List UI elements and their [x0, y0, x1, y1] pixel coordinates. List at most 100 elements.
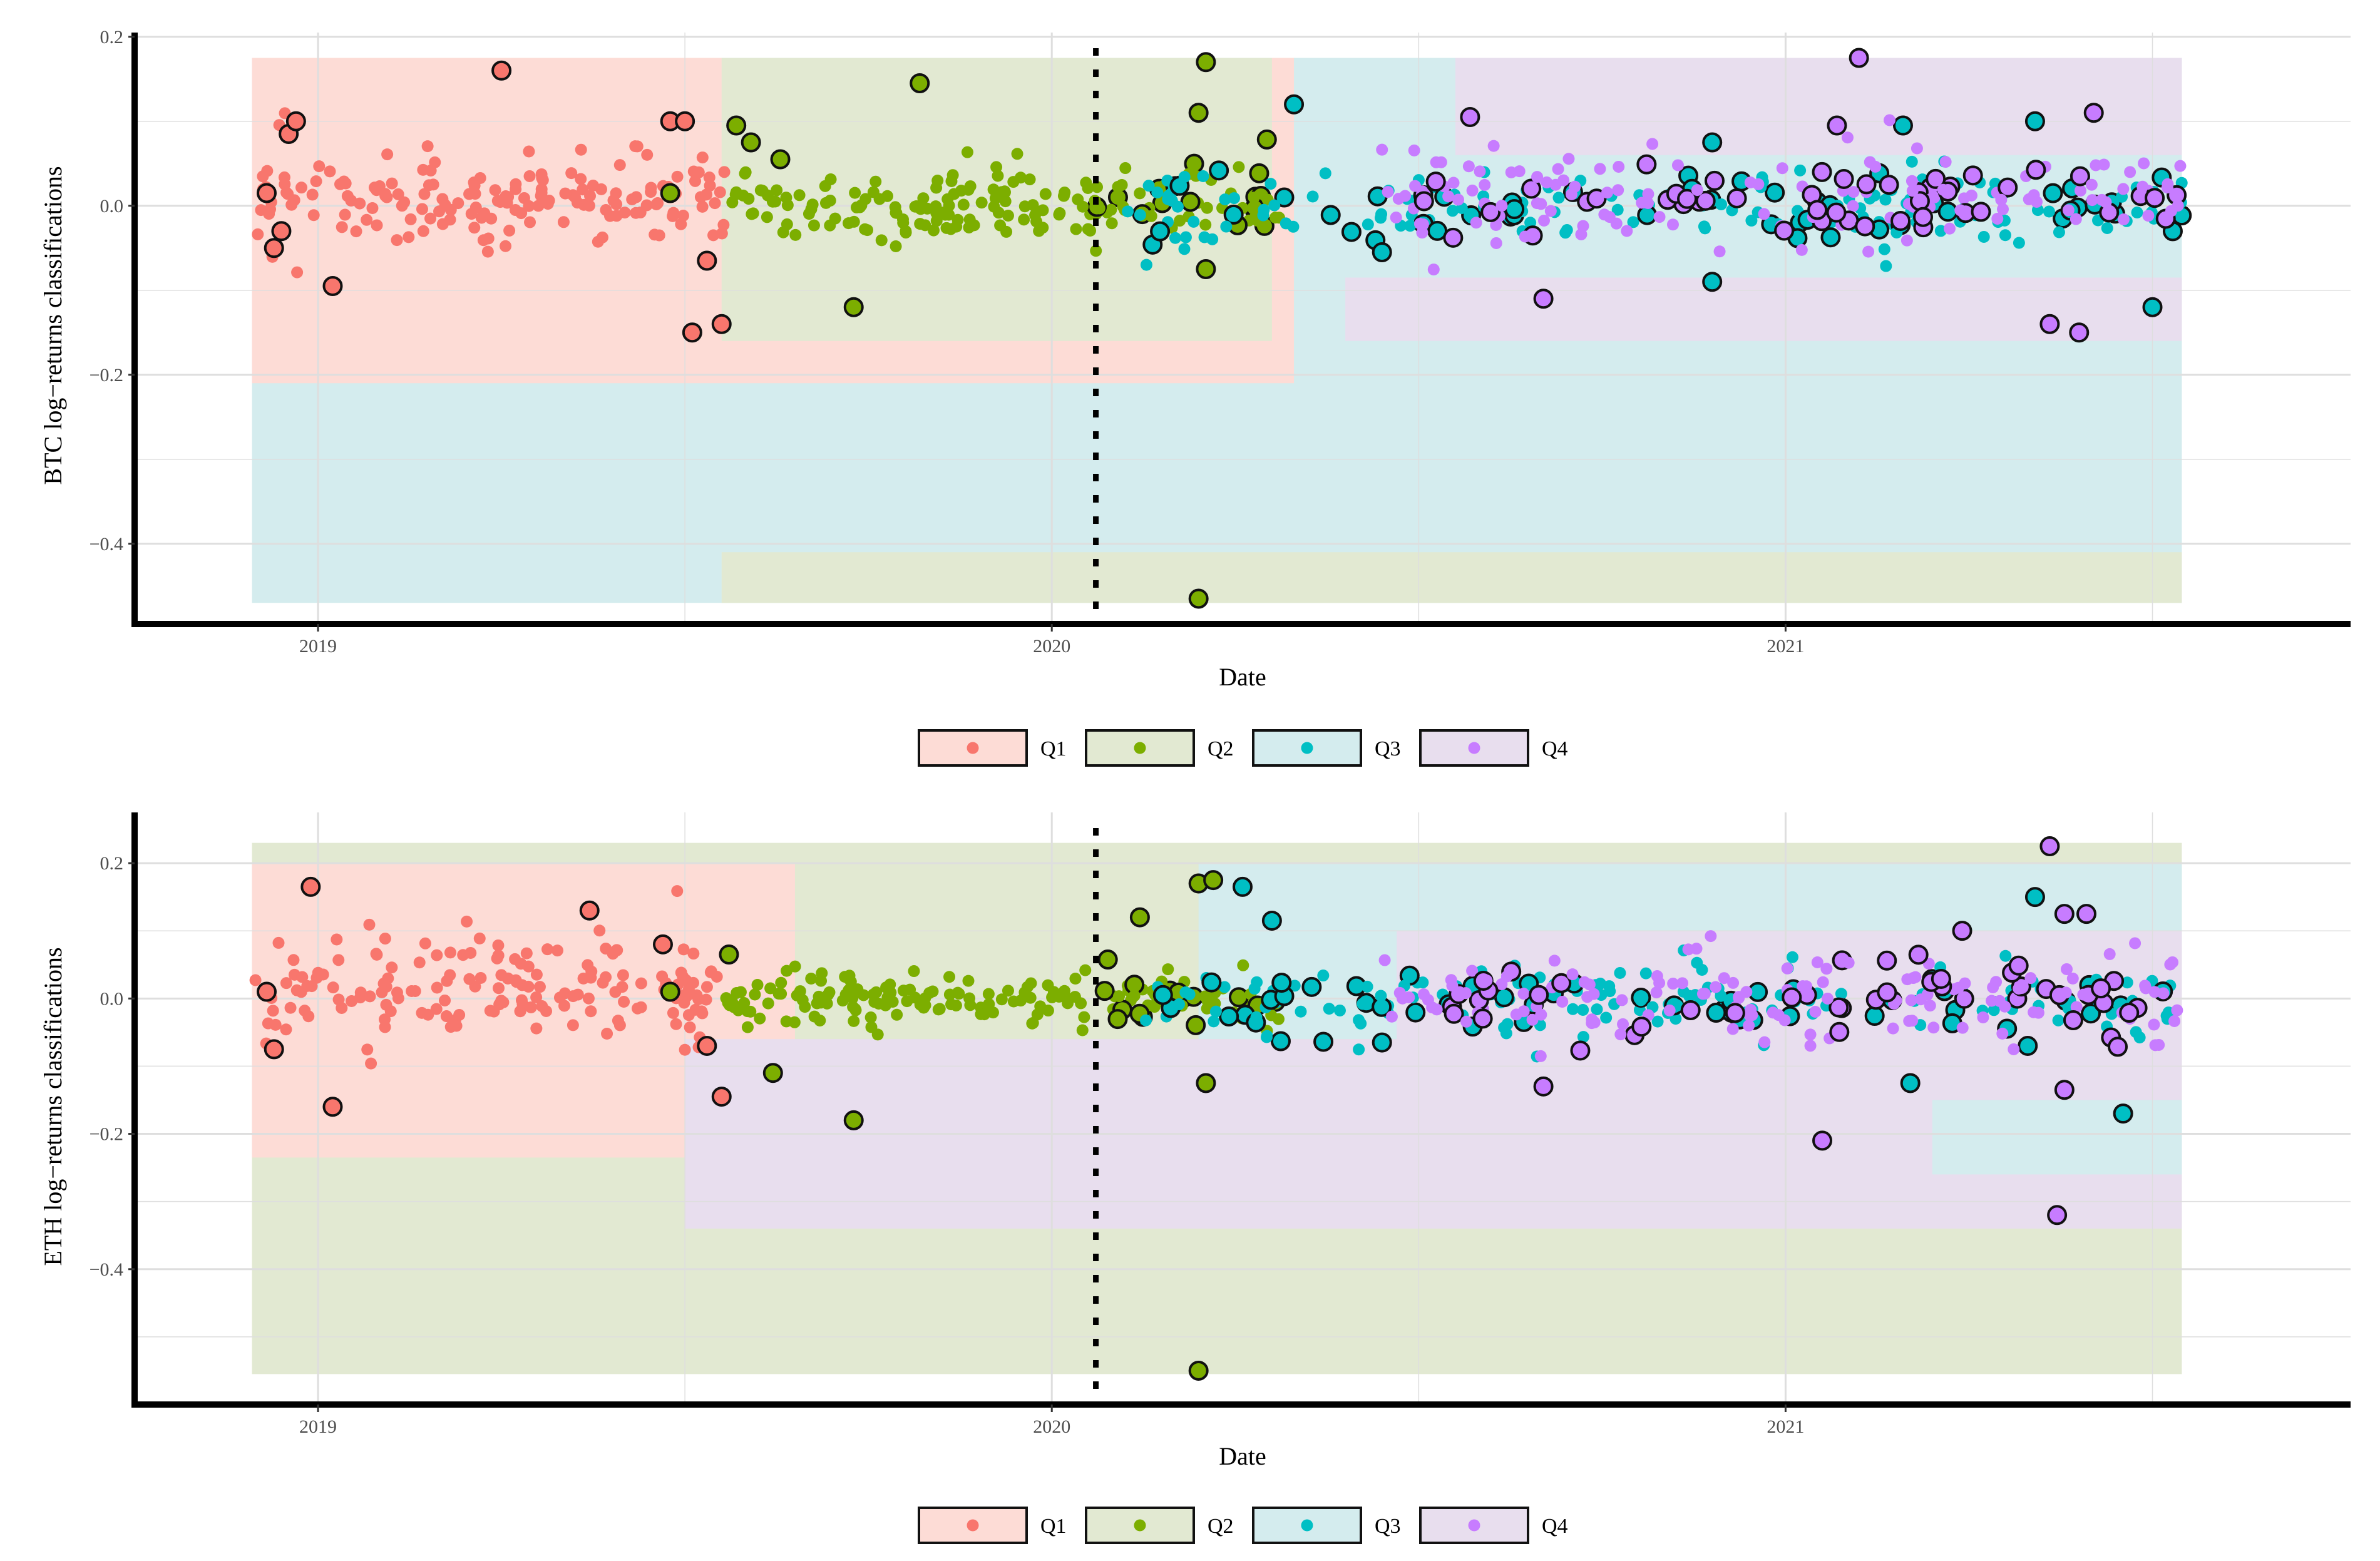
- btc-outlier-point-q4: [1849, 48, 1869, 68]
- eth-point-q2: [871, 1028, 884, 1041]
- btc-point-q2: [726, 196, 739, 208]
- eth-point-q4: [2061, 963, 2073, 975]
- btc-point-q4: [1376, 143, 1388, 156]
- eth-point-q3: [1301, 976, 1322, 997]
- btc-point-q4: [2161, 182, 2173, 194]
- btc-point-q4: [1480, 202, 1501, 222]
- eth-point-q1: [419, 937, 431, 949]
- btc-point-q3: [1150, 221, 1171, 242]
- eth-point-q3: [1577, 1031, 1589, 1043]
- eth-point-q3: [1375, 990, 1387, 1002]
- eth-point-q1: [332, 954, 345, 966]
- eth-point-q1: [450, 1020, 463, 1032]
- btc-point-q2: [881, 190, 894, 202]
- eth-y-tick-label: −0.2: [90, 1124, 123, 1145]
- eth-outlier-point-q2: [1129, 907, 1150, 928]
- eth-point-q4: [2008, 955, 2029, 976]
- btc-point-q2: [869, 175, 882, 188]
- btc-point-q3: [1627, 216, 1639, 228]
- eth-outlier-point-q2: [1188, 1360, 1209, 1381]
- eth-point-q3: [1594, 978, 1606, 990]
- eth-point-q4: [1733, 991, 1745, 1004]
- btc-point-q1: [704, 180, 716, 192]
- eth-point-q2: [1113, 990, 1126, 1003]
- eth-point-q2: [1042, 1005, 1054, 1017]
- eth-point-q1: [302, 1010, 315, 1023]
- eth-grid: [135, 812, 2351, 1405]
- btc-point-q4: [2165, 205, 2177, 217]
- eth-point-q1: [431, 981, 443, 994]
- btc-point-q1: [477, 234, 490, 247]
- btc-point-q3: [2013, 237, 2025, 249]
- btc-point-q4: [1470, 217, 1482, 229]
- btc-point-q2: [1033, 225, 1045, 237]
- btc-point-q2: [756, 185, 769, 197]
- eth-point-q4: [2024, 972, 2037, 985]
- btc-point-q3: [1169, 232, 1182, 244]
- eth-point-q2: [1097, 949, 1118, 970]
- btc-point-q2: [780, 192, 792, 204]
- eth-x-tick-label: 2019: [299, 1416, 337, 1437]
- btc-point-q3: [1197, 170, 1209, 182]
- btc-region-q2-2: [721, 552, 2182, 603]
- eth-point-q3: [1323, 1003, 1335, 1015]
- btc-point-q1: [345, 195, 357, 207]
- btc-point-q4: [1642, 188, 1654, 200]
- eth-point-q1: [617, 969, 629, 981]
- eth-point-q2: [1237, 959, 1249, 971]
- btc-point-q3: [1715, 198, 1728, 211]
- btc-point-q2: [964, 180, 977, 193]
- btc-point-q1: [584, 190, 597, 202]
- btc-point-q1: [716, 227, 728, 240]
- eth-point-q4: [1705, 930, 1717, 943]
- eth-point-q1: [515, 994, 528, 1006]
- eth-point-q1: [687, 948, 700, 960]
- btc-point-q2: [859, 223, 871, 235]
- btc-point-q2: [951, 213, 964, 226]
- eth-point-q3: [1706, 1003, 1726, 1023]
- btc-point-q4: [1671, 159, 1684, 171]
- eth-point-q2: [1015, 995, 1027, 1007]
- eth-point-q4: [1811, 956, 1823, 968]
- eth-point-q4: [1566, 968, 1579, 981]
- eth-point-q1: [682, 1009, 695, 1021]
- eth-point-q4: [1676, 977, 1689, 990]
- eth-point-q1: [336, 1001, 348, 1014]
- btc-point-q4: [1392, 193, 1405, 205]
- btc-point-q1: [392, 188, 404, 200]
- eth-point-q1: [461, 915, 473, 928]
- btc-point-q3: [1151, 187, 1164, 199]
- eth-point-q1: [363, 918, 376, 931]
- eth-point-q2: [775, 976, 787, 989]
- eth-point-q1: [687, 976, 699, 989]
- eth-point-q4: [2108, 1036, 2128, 1057]
- btc-point-q1: [652, 197, 664, 209]
- btc-point-q1: [468, 222, 481, 234]
- eth-point-q1: [510, 976, 523, 988]
- eth-point-q2: [1186, 1015, 1206, 1035]
- btc-point-q4: [1425, 171, 1446, 192]
- btc-point-q4: [1954, 204, 1967, 217]
- eth-outlier-point-q3: [1261, 910, 1282, 931]
- btc-point-q1: [536, 174, 549, 187]
- btc-point-q4: [1636, 197, 1648, 209]
- eth-outlier-point-q1: [264, 1039, 284, 1060]
- btc-point-q2: [875, 234, 888, 247]
- eth-point-q1: [567, 1019, 579, 1031]
- eth-point-q1: [585, 971, 597, 984]
- btc-point-q1: [641, 148, 654, 161]
- eth-point-q2: [734, 986, 747, 998]
- btc-point-q1: [630, 191, 642, 203]
- eth-point-q4: [1631, 1016, 1652, 1037]
- btc-point-q3: [1375, 208, 1388, 220]
- btc-point-q1: [645, 182, 657, 194]
- btc-point-q1: [575, 173, 587, 185]
- eth-legend-item-q2: Q2: [1085, 1507, 1234, 1544]
- btc-point-q2: [900, 227, 912, 239]
- eth-point-q4: [1954, 988, 1974, 1009]
- btc-point-q4: [1939, 156, 1952, 168]
- btc-legend-item-q2: Q2: [1085, 729, 1234, 767]
- btc-point-q1: [523, 145, 535, 158]
- eth-y-tick-label: 0.0: [100, 988, 124, 1009]
